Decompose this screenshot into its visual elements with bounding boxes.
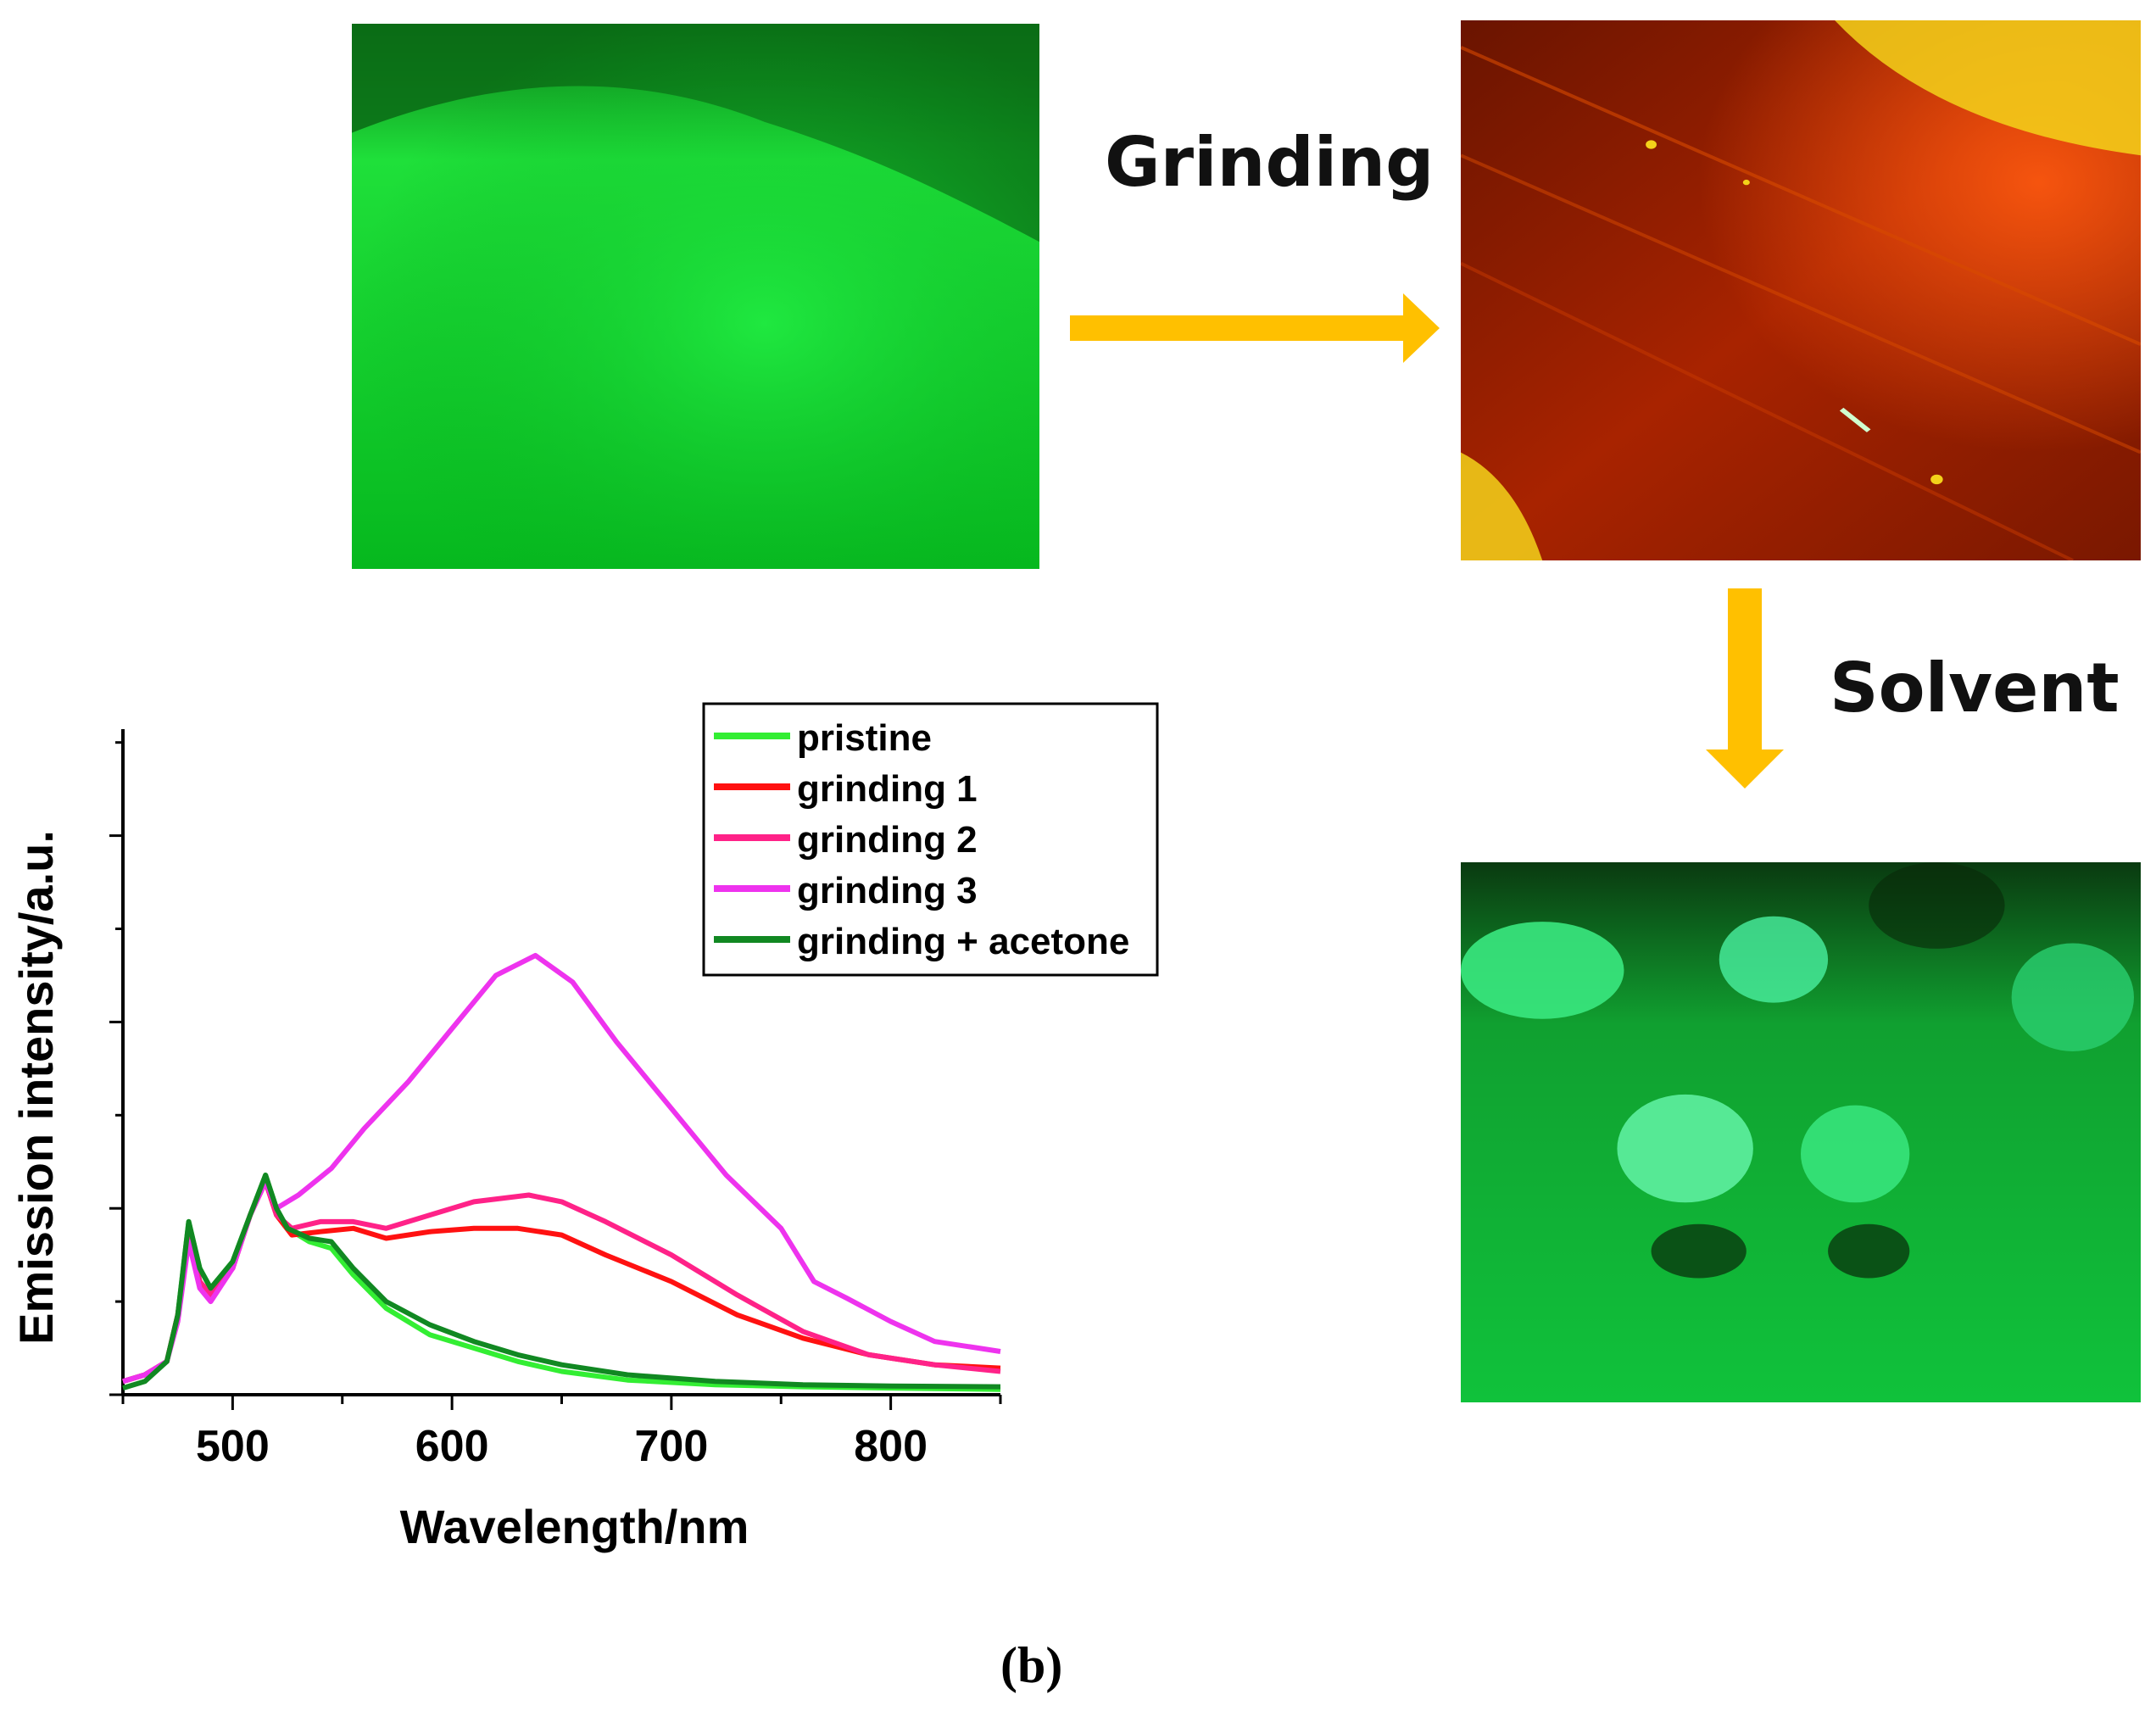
grinding-label: Grinding	[1105, 123, 1435, 202]
emission-chart: 500 600 700 800 Wavelength/nm Emission intens…	[0, 678, 1187, 1611]
ground-photo	[1461, 20, 2141, 560]
series-line	[122, 1173, 1001, 1390]
pristine-photo	[352, 24, 1039, 569]
legend-label: grinding 1	[797, 768, 978, 810]
legend-label: grinding + acetone	[797, 921, 1129, 962]
x-tick-label: 500	[196, 1422, 270, 1471]
x-tick-label: 800	[854, 1422, 928, 1471]
series-line	[122, 952, 1001, 1385]
right-arrow-shape	[1070, 293, 1440, 363]
solvent-photo	[1461, 862, 2141, 1402]
down-arrow-icon	[1706, 588, 1784, 789]
legend-label: grinding 2	[797, 819, 978, 861]
series-line	[122, 1179, 1001, 1385]
chart-svg: 500 600 700 800 Wavelength/nm Emission intens…	[9, 702, 1159, 1553]
down-arrow-shape	[1706, 588, 1784, 789]
right-arrow-icon	[1070, 293, 1440, 363]
y-axis-label: Emission intensity/a.u.	[9, 830, 63, 1345]
x-tick-label: 600	[415, 1422, 489, 1471]
legend-label: pristine	[797, 717, 932, 759]
x-tick-label: 700	[634, 1422, 708, 1471]
panel-label: (b)	[1000, 1637, 1063, 1693]
legend-label: grinding 3	[797, 870, 978, 911]
solvent-label: Solvent	[1830, 649, 2120, 727]
x-axis-label: Wavelength/nm	[400, 1500, 749, 1553]
series-line	[122, 1179, 1001, 1385]
